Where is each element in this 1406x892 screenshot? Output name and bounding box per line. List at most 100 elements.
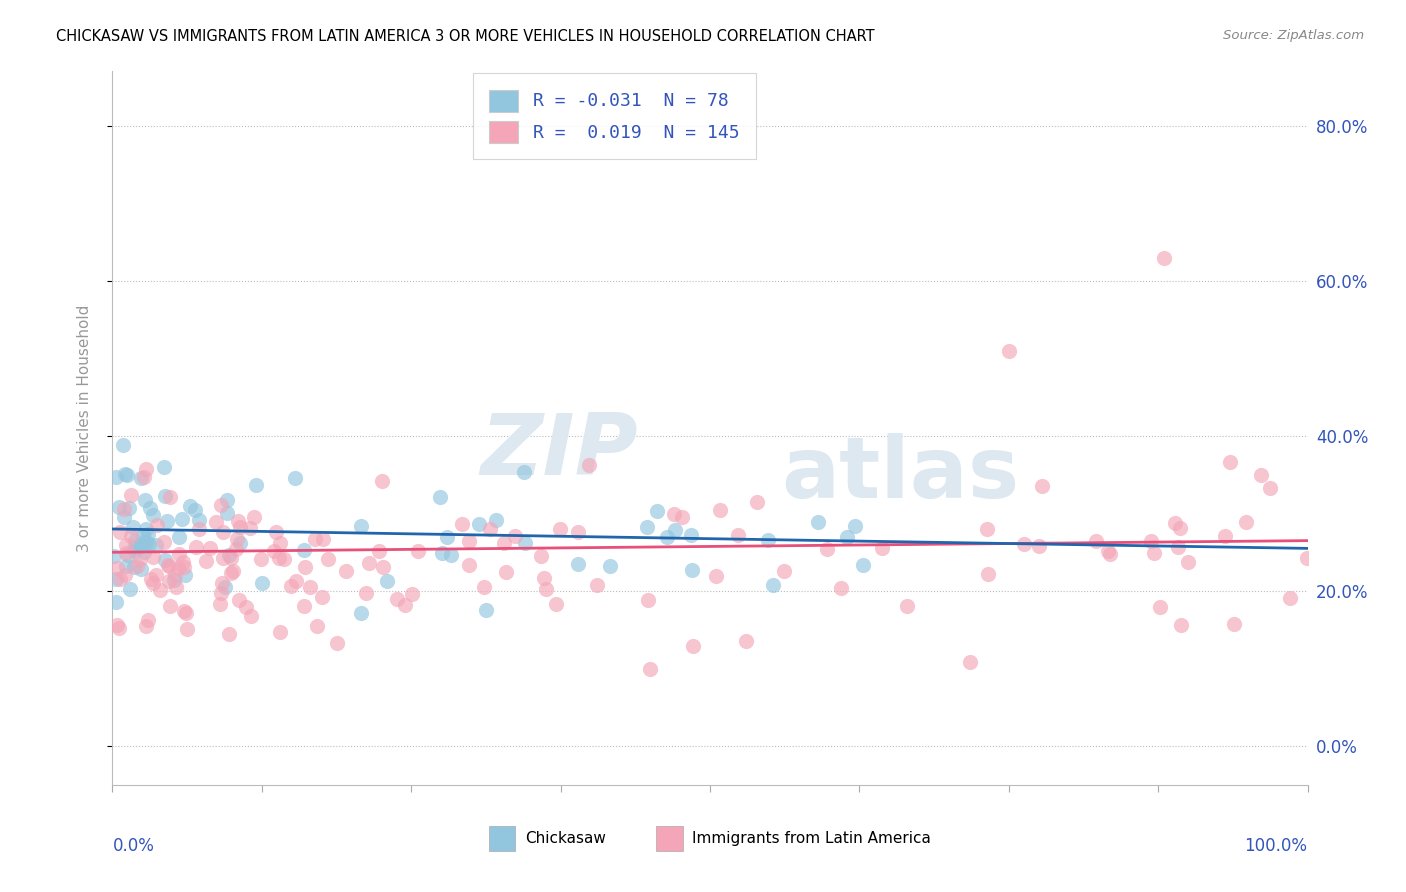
- Point: [159, 599, 181, 613]
- Point: [1014, 536, 1036, 550]
- Point: [298, 580, 321, 594]
- Point: [155, 553, 177, 567]
- Point: [830, 581, 852, 595]
- Point: [235, 600, 257, 615]
- Text: ZIP: ZIP: [481, 410, 638, 493]
- Point: [312, 532, 335, 546]
- Point: [1295, 551, 1317, 566]
- Point: [1097, 544, 1119, 558]
- Point: [544, 598, 567, 612]
- Point: [112, 438, 135, 452]
- Point: [243, 510, 266, 524]
- Point: [264, 525, 287, 540]
- Point: [124, 544, 146, 558]
- Point: [394, 598, 416, 612]
- Point: [896, 599, 918, 613]
- Point: [375, 574, 398, 588]
- Point: [226, 514, 249, 528]
- Point: [131, 537, 153, 551]
- Point: [682, 639, 704, 653]
- Point: [250, 552, 273, 566]
- Point: [212, 524, 235, 539]
- Point: [229, 535, 252, 549]
- Point: [436, 531, 458, 545]
- Bar: [489, 826, 515, 851]
- Point: [214, 580, 236, 594]
- Point: [124, 540, 146, 554]
- Point: [194, 554, 217, 568]
- Point: [157, 559, 180, 574]
- Point: [103, 549, 125, 563]
- Point: [311, 590, 333, 604]
- Point: [145, 538, 167, 552]
- Point: [870, 541, 893, 555]
- Point: [205, 515, 228, 529]
- Point: [1250, 468, 1272, 483]
- Point: [807, 516, 830, 530]
- Point: [114, 467, 136, 481]
- Point: [179, 499, 201, 513]
- Point: [166, 561, 188, 575]
- Point: [492, 536, 515, 550]
- Point: [120, 488, 142, 502]
- Point: [174, 607, 197, 621]
- Point: [187, 522, 209, 536]
- Point: [727, 528, 749, 542]
- Point: [135, 619, 157, 633]
- Point: [1140, 533, 1163, 548]
- Point: [211, 576, 233, 591]
- Point: [998, 343, 1021, 358]
- Point: [184, 502, 207, 516]
- Point: [153, 535, 176, 549]
- Point: [163, 573, 186, 587]
- Point: [385, 592, 408, 607]
- Point: [756, 533, 779, 547]
- Point: [131, 528, 153, 542]
- Point: [578, 458, 600, 473]
- Point: [304, 532, 326, 546]
- Point: [135, 534, 157, 549]
- Point: [122, 520, 145, 534]
- Point: [136, 527, 159, 541]
- Point: [1219, 455, 1241, 469]
- Point: [212, 551, 235, 566]
- Point: [269, 625, 291, 640]
- Text: Chickasaw: Chickasaw: [524, 831, 606, 846]
- Point: [1234, 515, 1257, 529]
- Point: [536, 582, 558, 596]
- Point: [108, 621, 131, 635]
- Point: [326, 636, 349, 650]
- Point: [245, 478, 267, 492]
- Point: [263, 544, 285, 558]
- Text: Immigrants from Latin America: Immigrants from Latin America: [692, 831, 931, 846]
- Point: [662, 508, 685, 522]
- Point: [142, 575, 165, 590]
- Point: [152, 460, 174, 475]
- Point: [533, 571, 555, 585]
- Point: [451, 517, 474, 532]
- Point: [121, 529, 143, 543]
- Point: [112, 501, 135, 516]
- Point: [292, 543, 315, 558]
- Point: [1143, 546, 1166, 560]
- Point: [131, 471, 153, 485]
- Point: [367, 544, 389, 558]
- Point: [655, 530, 678, 544]
- Text: CHICKASAW VS IMMIGRANTS FROM LATIN AMERICA 3 OR MORE VEHICLES IN HOUSEHOLD CORRE: CHICKASAW VS IMMIGRANTS FROM LATIN AMERI…: [56, 29, 875, 44]
- Point: [457, 533, 479, 548]
- Text: 100.0%: 100.0%: [1244, 837, 1308, 855]
- Point: [1278, 591, 1301, 605]
- Point: [127, 559, 149, 574]
- Point: [636, 520, 658, 534]
- Point: [762, 578, 785, 592]
- Point: [157, 574, 180, 589]
- Point: [105, 470, 128, 484]
- Point: [664, 524, 686, 538]
- Point: [359, 556, 381, 570]
- Point: [1177, 555, 1199, 569]
- Point: [167, 547, 190, 561]
- Point: [239, 609, 262, 624]
- Point: [1170, 618, 1192, 632]
- Point: [138, 537, 160, 551]
- Point: [218, 549, 240, 563]
